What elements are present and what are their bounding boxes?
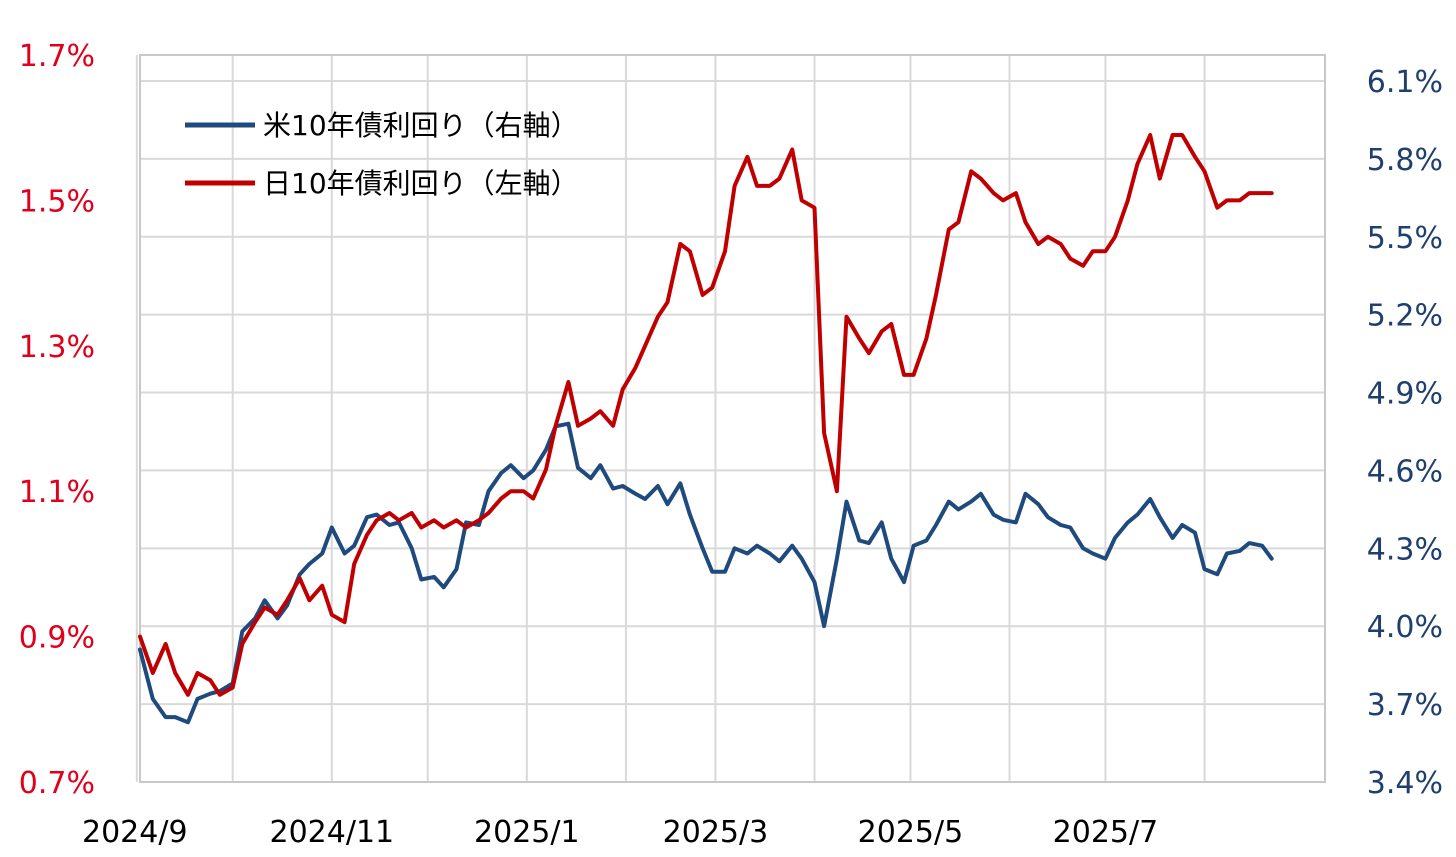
right-tick-label: 4.6% [1367,454,1443,489]
series-line-jgb10y [138,133,1274,697]
right-tick-label: 5.2% [1367,299,1443,334]
x-axis: 2024/9 2024/11 2025/1 2025/3 2025/5 2025/7 [82,815,1158,850]
x-tick-label: 2024/9 [82,815,188,850]
right-tick-label: 4.3% [1367,532,1443,567]
left-tick-label: 1.3% [19,330,95,365]
x-tick-label: 2025/1 [474,815,580,850]
left-tick-label: 0.7% [19,766,95,801]
left-tick-label: 1.1% [19,475,95,510]
x-tick-label: 2024/11 [269,815,394,850]
right-tick-label: 3.7% [1367,688,1443,723]
left-axis: 0.7% 0.9% 1.1% 1.3% 1.5% 1.7% [19,39,95,801]
series-lines [138,133,1274,725]
legend: 米10年債利回り（右軸） 日10年債利回り（左軸） [185,109,579,200]
right-tick-label: 5.8% [1367,143,1443,178]
plot-border [139,54,1326,783]
x-tick-label: 2025/3 [663,815,769,850]
grid [135,55,1325,783]
legend-label: 米10年債利回り（右軸） [263,109,579,142]
x-tick-label: 2025/7 [1053,815,1159,850]
right-tick-label: 3.4% [1367,766,1443,801]
right-axis: 3.4% 3.7% 4.0% 4.3% 4.6% 4.9% 5.2% 5.5% 5.8% 6.1% [1367,65,1443,801]
left-tick-label: 1.5% [19,184,95,219]
left-tick-label: 1.7% [19,39,95,74]
series-line-ust10y [138,421,1274,725]
right-tick-label: 6.1% [1367,65,1443,100]
right-tick-label: 4.0% [1367,610,1443,645]
x-tick-label: 2025/5 [858,815,964,850]
legend-label: 日10年債利回り（左軸） [263,167,579,200]
left-tick-label: 0.9% [19,621,95,656]
right-tick-label: 4.9% [1367,377,1443,412]
right-tick-label: 5.5% [1367,221,1443,256]
